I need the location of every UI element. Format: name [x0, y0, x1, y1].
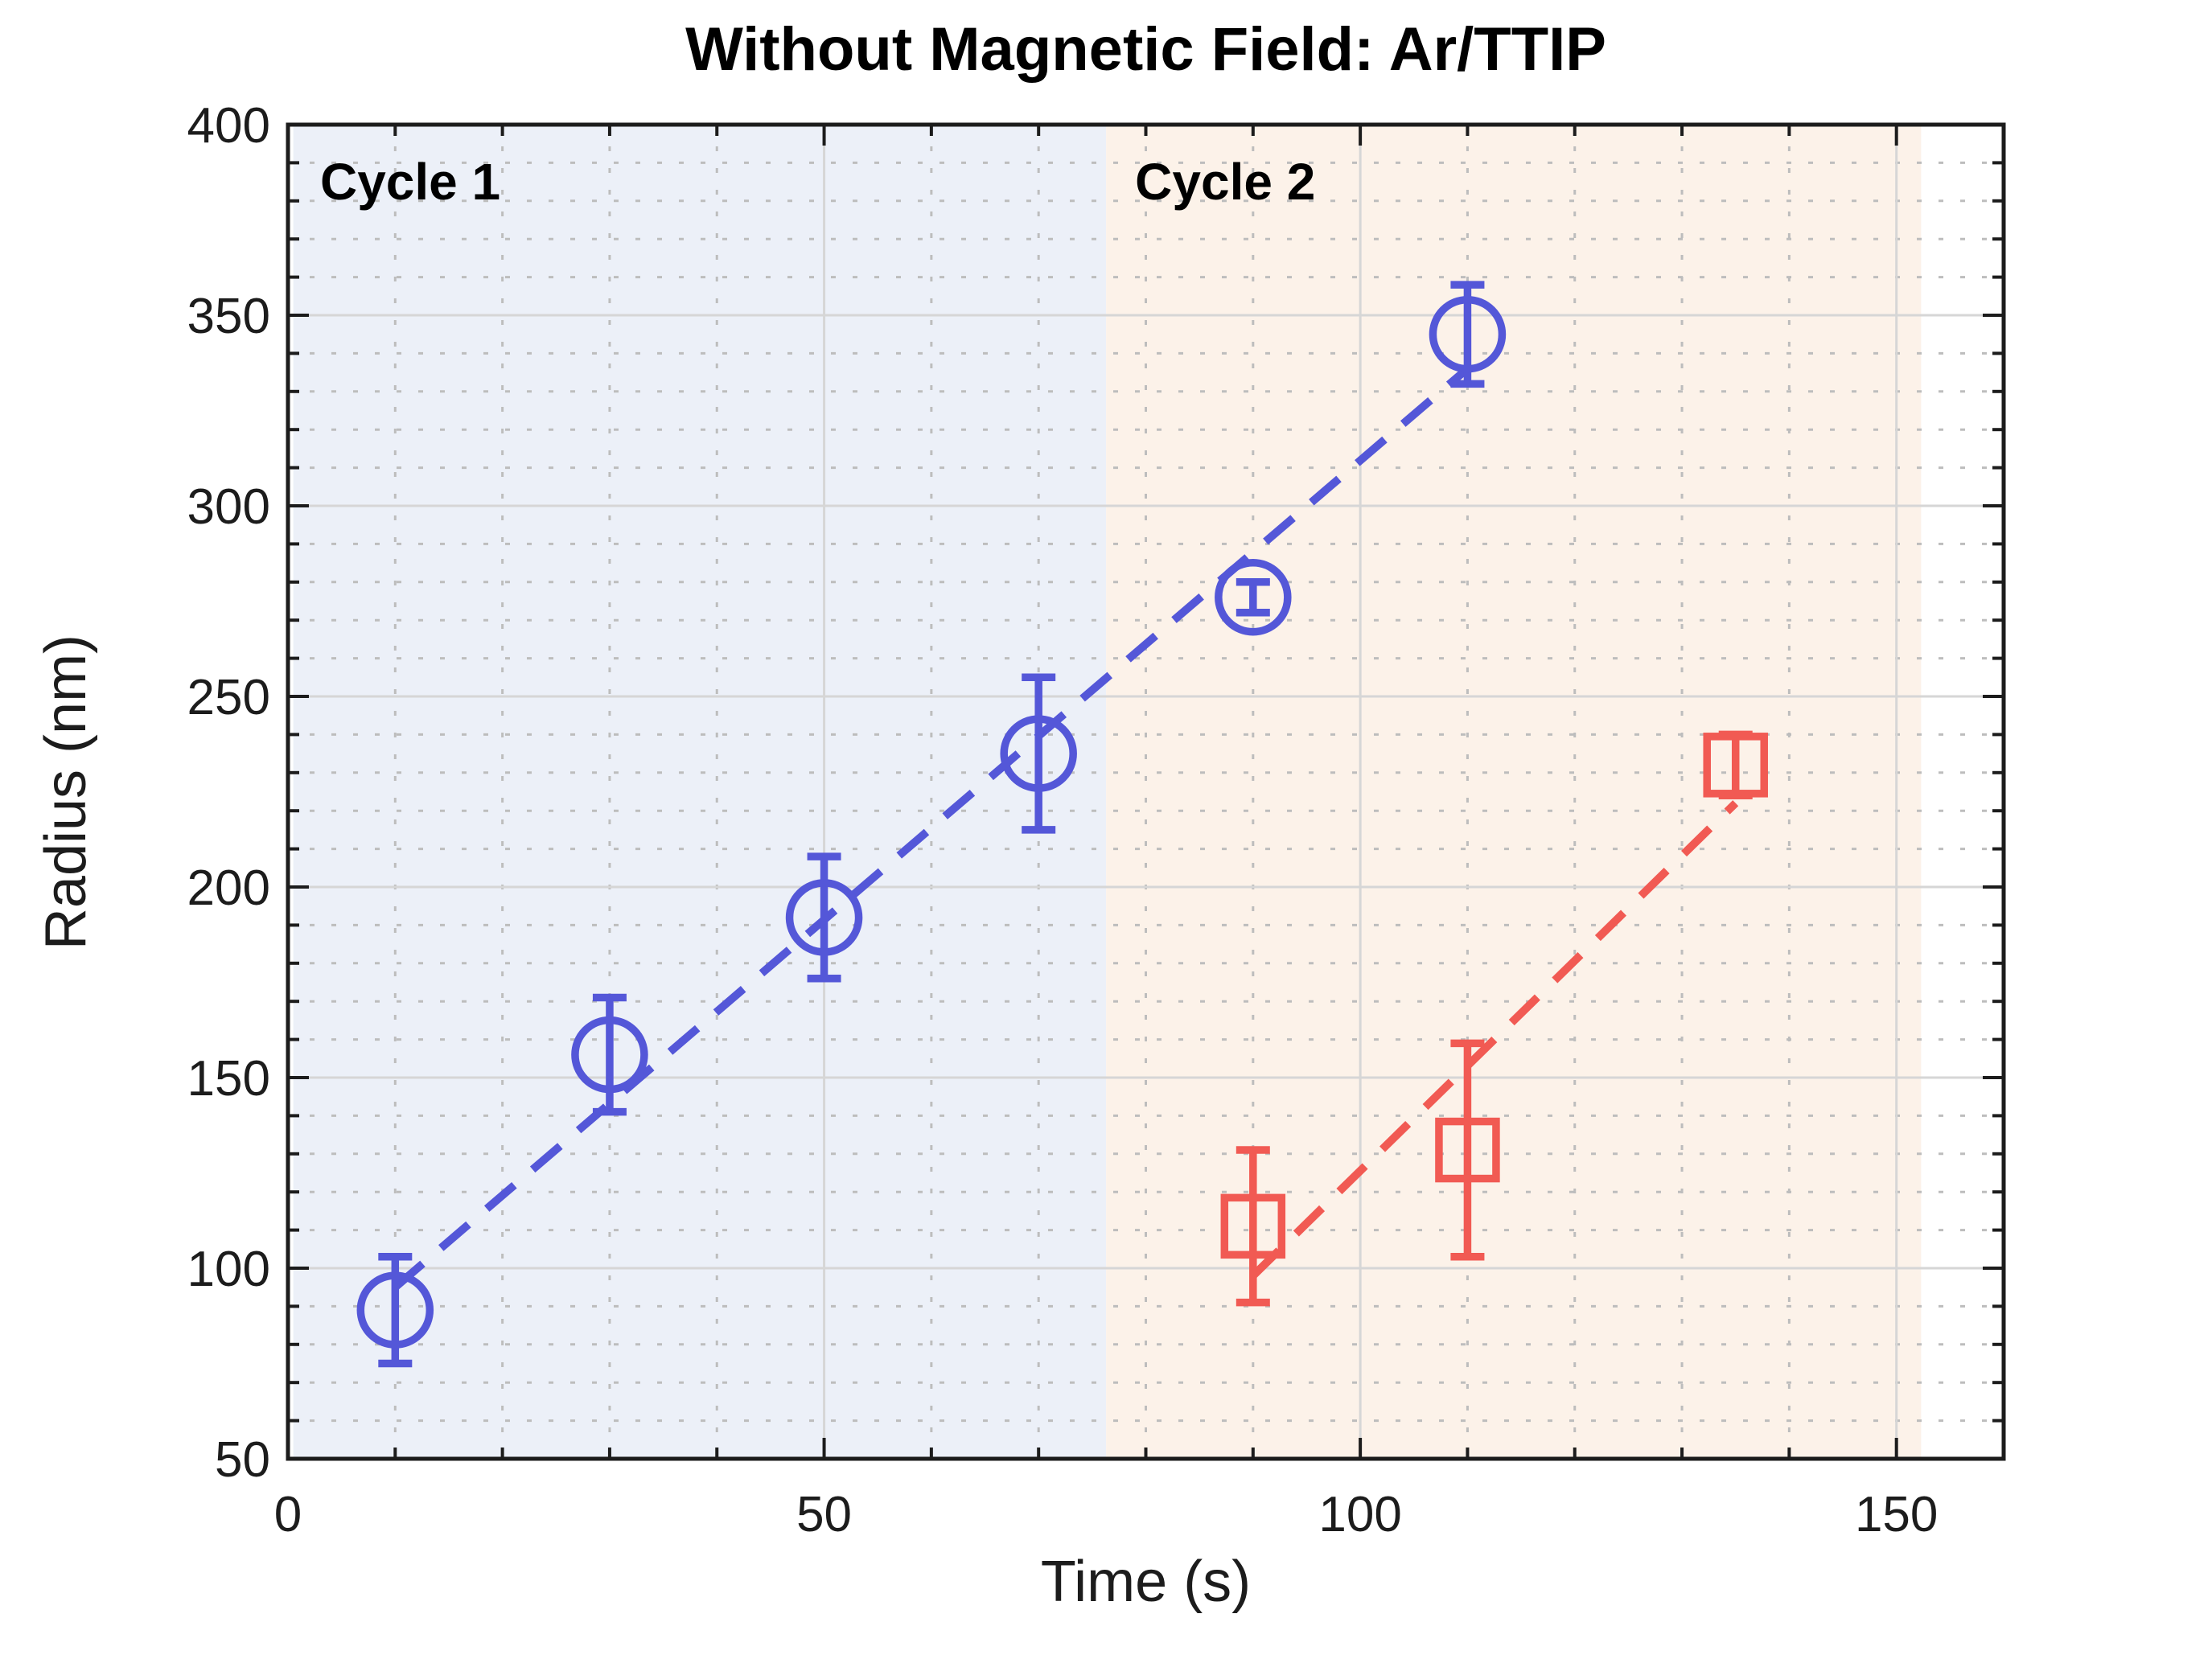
- error-bar: [1022, 673, 1056, 834]
- cycle-2-region: [1106, 125, 1922, 1459]
- x-axis-label: Time (s): [1040, 1550, 1252, 1614]
- x-tick-label: 50: [796, 1487, 852, 1542]
- y-axis-label: Radius (nm): [34, 634, 98, 951]
- y-tick-label: 50: [215, 1432, 270, 1488]
- y-tick-label: 200: [187, 860, 270, 916]
- grid-major: [288, 125, 2004, 1459]
- data-point-marker: [571, 1016, 648, 1094]
- x-tick-label: 100: [1318, 1487, 1401, 1542]
- data-point-marker: [785, 879, 863, 956]
- y-tick-label: 250: [187, 670, 270, 725]
- cycle1-annotation: Cycle 1: [319, 153, 501, 211]
- y-tick-labels: 50 100 150 200 250 300 350 400: [187, 98, 270, 1488]
- error-bar: [1236, 1146, 1270, 1307]
- grid-minor: [288, 125, 2004, 1459]
- error-bar: [807, 852, 841, 983]
- cycle-1-region: [293, 125, 1107, 1459]
- data-point-marker: [1220, 1193, 1286, 1259]
- plot-border: [286, 122, 2006, 1461]
- data-point-marker: [1000, 715, 1077, 792]
- data-point-marker: [356, 1271, 434, 1349]
- series-cycle-1: [356, 281, 1507, 1368]
- y-tick-label: 150: [187, 1051, 270, 1107]
- data-point-marker: [1703, 733, 1768, 798]
- error-bar: [1450, 1039, 1485, 1261]
- chart-title: Without Magnetic Field: Ar/TTIP: [685, 15, 1606, 84]
- cycle2-annotation: Cycle 2: [1135, 153, 1316, 211]
- cycle-bands: [293, 125, 1922, 1459]
- y-tick-label: 350: [187, 289, 270, 344]
- y-tick-label: 100: [187, 1242, 270, 1297]
- trend-line: [393, 365, 1470, 1291]
- y-tick-label: 400: [187, 98, 270, 154]
- x-tick-label: 150: [1855, 1487, 1938, 1542]
- data-point-marker: [1429, 295, 1507, 373]
- y-tick-label: 300: [187, 479, 270, 535]
- data-point-marker: [1435, 1117, 1500, 1183]
- trend-line: [1250, 800, 1739, 1279]
- x-tick-labels: 0 50 100 150: [274, 1487, 1939, 1542]
- error-bar: [1236, 578, 1270, 617]
- data-point-marker: [1215, 559, 1292, 636]
- x-tick-label: 0: [274, 1487, 302, 1542]
- series-cycle-2: [1220, 730, 1768, 1307]
